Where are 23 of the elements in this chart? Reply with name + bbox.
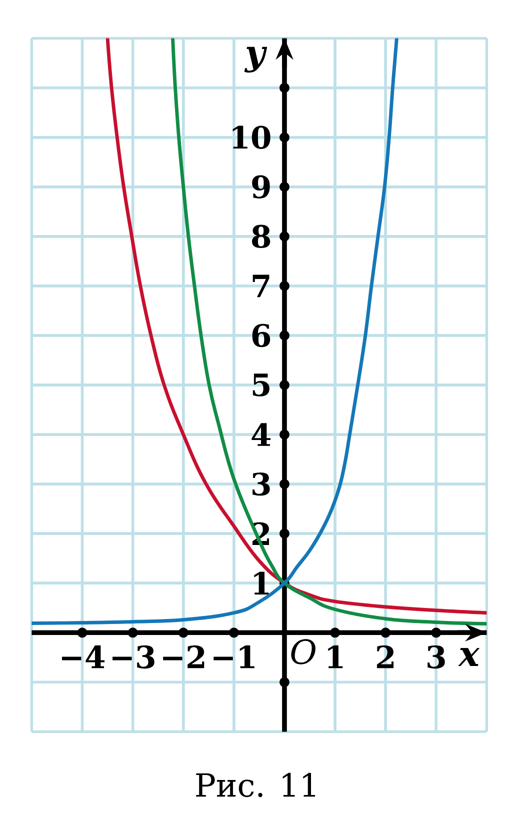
y-tick-label: 10 [232, 126, 270, 149]
x-tick-label: −1 [214, 645, 254, 668]
x-tick-label: 2 [376, 645, 394, 668]
y-tick-label: 4 [252, 423, 271, 446]
x-tick-label: −4 [62, 645, 105, 668]
y-axis-title: y [244, 46, 268, 73]
y-tick-label: 5 [252, 374, 270, 396]
x-tick-label: 1 [328, 645, 343, 668]
line-series [171, 38, 487, 626]
x-tick-label: 3 [428, 645, 445, 669]
y-tick-label: 3 [252, 472, 270, 496]
y-tick-label: 6 [252, 324, 270, 348]
line-series [106, 38, 487, 615]
x-tick-label: −3 [112, 645, 154, 669]
y-tick-label: 9 [252, 175, 270, 198]
y-tick-label: 7 [252, 274, 270, 298]
line-series [32, 38, 398, 625]
x-axis-title: x [458, 648, 480, 666]
annotation: O [291, 639, 316, 664]
y-tick-label: 8 [252, 224, 270, 248]
y-tick-label: 1 [254, 572, 269, 594]
x-tick-label: −2 [163, 645, 204, 668]
text: Рис. 11 [196, 772, 316, 798]
